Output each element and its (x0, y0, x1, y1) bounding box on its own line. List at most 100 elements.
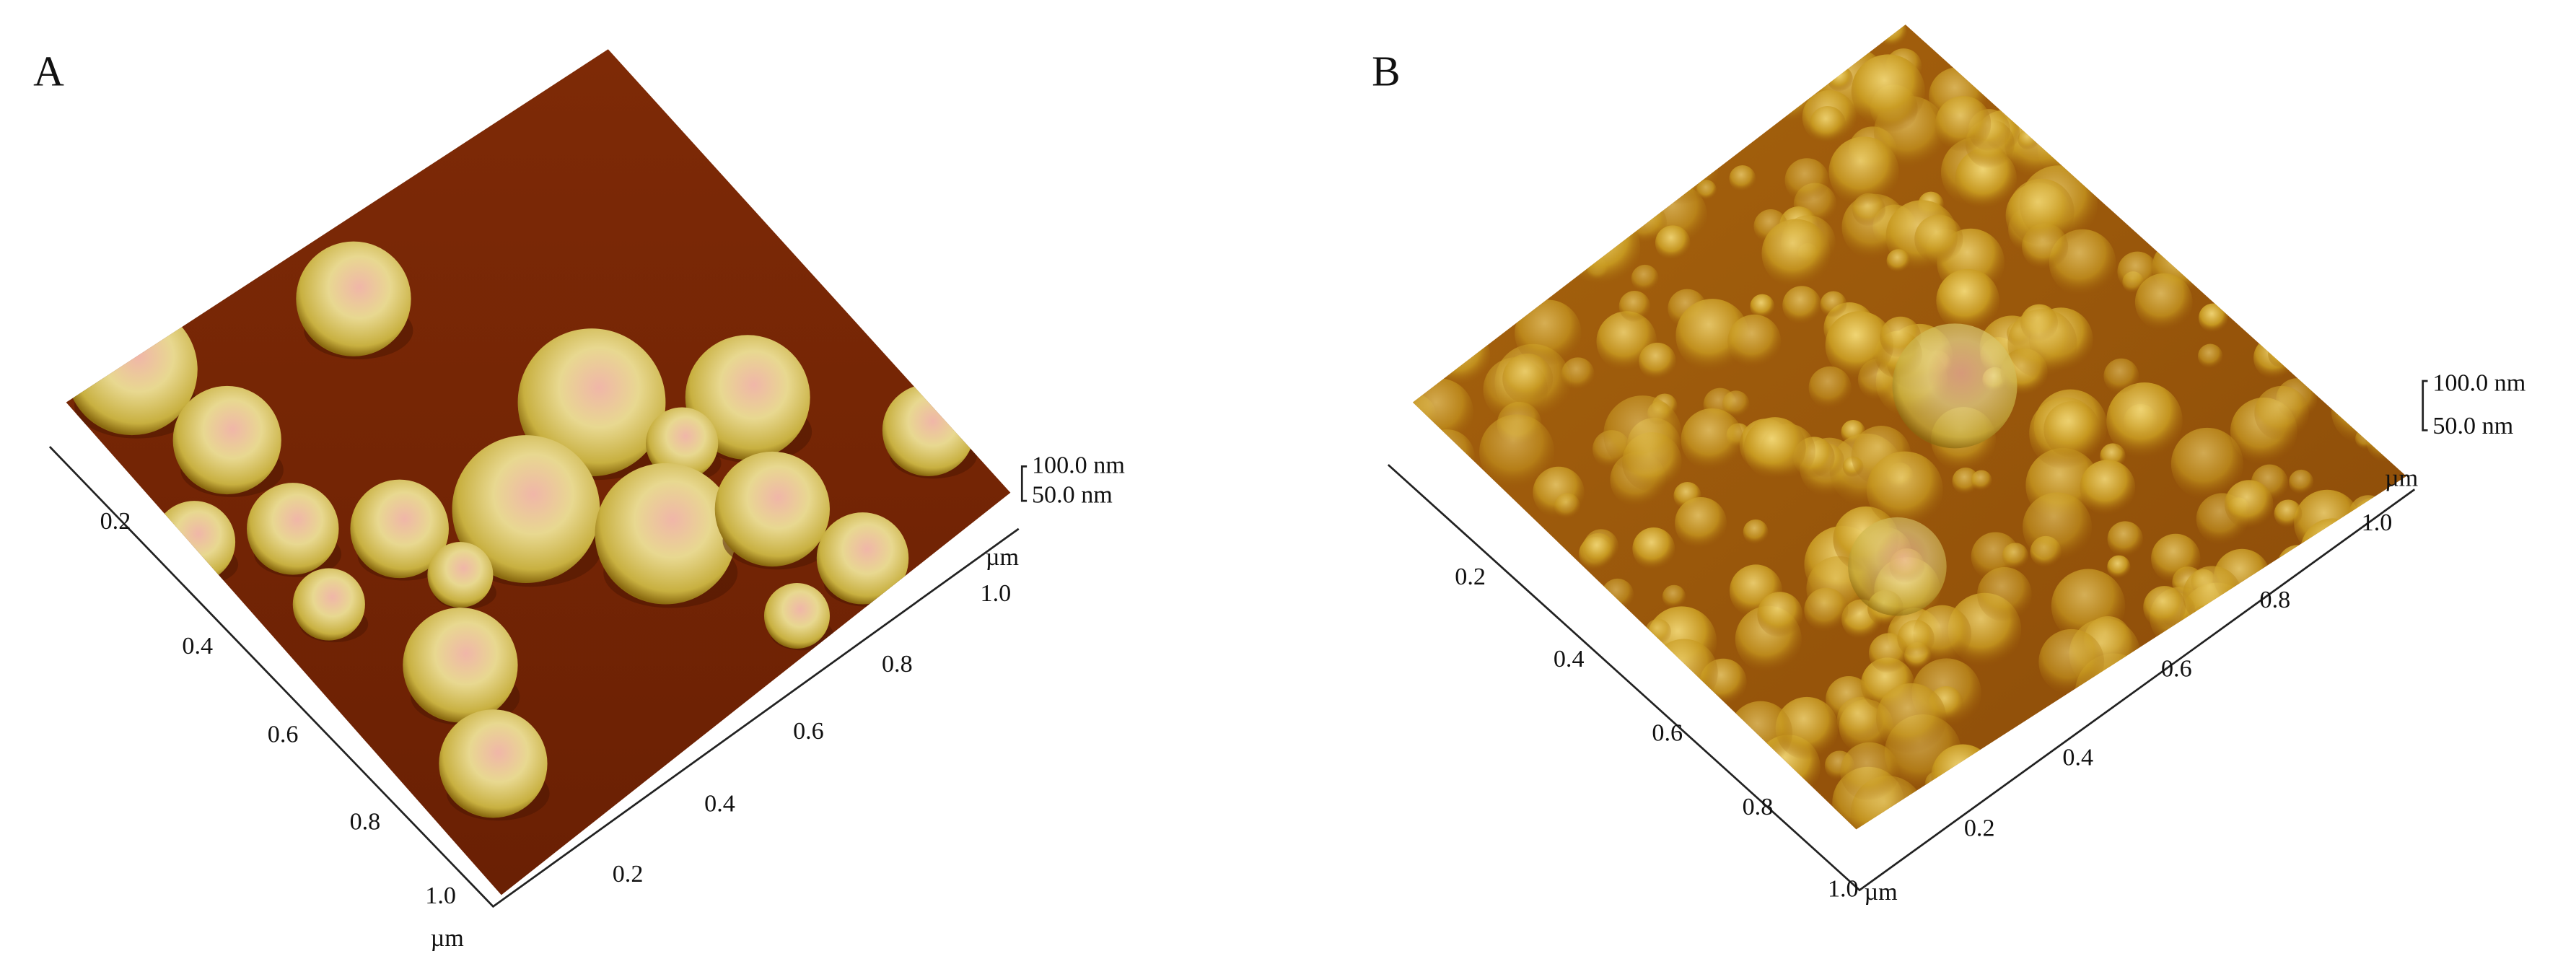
grain (2358, 727, 2392, 761)
grain (1914, 214, 1963, 263)
grain (1662, 584, 1686, 609)
grain (2254, 385, 2309, 441)
grain (1430, 326, 1491, 387)
grain (1506, 736, 1568, 798)
grain (1560, 128, 1626, 195)
grain (2366, 25, 2406, 84)
panel-label: A (33, 47, 64, 95)
grain (1851, 54, 1925, 128)
axes (48, 380, 2428, 908)
grain (1681, 408, 1743, 471)
grain (1583, 783, 1617, 817)
tick-label: 0.4 (704, 790, 735, 817)
grain (1569, 745, 1631, 807)
grain (2324, 259, 2386, 320)
grain (2143, 586, 2186, 629)
particle (153, 501, 236, 583)
grain (1469, 188, 1498, 218)
grain (1634, 771, 1669, 805)
z-tick-label: 50.0 nm (2432, 413, 2513, 439)
tick-label: 0.2 (100, 508, 131, 535)
grain (2366, 421, 2406, 463)
grain (2329, 347, 2406, 426)
tick-label: 0.2 (1964, 815, 1995, 841)
grain (1412, 784, 1445, 830)
grain (1512, 276, 1538, 302)
grain (1509, 252, 1555, 297)
grain (2383, 180, 2406, 224)
grain (1603, 395, 1682, 474)
grain (1618, 290, 1651, 323)
grain (2126, 139, 2155, 167)
grain (2344, 57, 2406, 126)
grain (2039, 768, 2065, 793)
grain (2192, 110, 2233, 152)
grain (2301, 685, 2366, 749)
grain (1456, 592, 1484, 620)
grain (1544, 25, 1614, 62)
peak (1892, 323, 2018, 449)
grain (2354, 289, 2406, 351)
particle (595, 463, 737, 605)
grain (2041, 61, 2091, 111)
grain (2112, 79, 2136, 103)
particle (646, 407, 719, 480)
grain (1445, 206, 1494, 256)
grain (2274, 115, 2302, 142)
grain (1572, 688, 1624, 739)
grain (1743, 417, 1806, 480)
grain (1601, 578, 1634, 611)
grain (2204, 784, 2269, 830)
grain (1722, 390, 1750, 419)
tick-label: 1.0 (425, 882, 456, 909)
grain (1936, 268, 1999, 333)
grain (1515, 299, 1582, 367)
grain (2304, 27, 2344, 68)
grain (2220, 639, 2243, 662)
grain (1728, 701, 1793, 766)
grain (1727, 314, 1782, 368)
grain (1547, 718, 1574, 745)
grain (1827, 66, 1853, 92)
grain (1750, 294, 1775, 319)
grain (2335, 630, 2406, 705)
grain (2170, 427, 2243, 500)
grain (2023, 492, 2093, 562)
grain (1952, 467, 1979, 495)
grain (2274, 499, 2303, 528)
grain (1618, 764, 1660, 806)
grain (2277, 545, 2318, 586)
grain (2007, 309, 2077, 379)
grain (2208, 597, 2259, 649)
tick-label: 1.0 (981, 580, 1012, 607)
grain (1658, 766, 1688, 796)
particle (296, 241, 411, 356)
particle (452, 435, 600, 583)
tick-label: 0.6 (793, 718, 824, 745)
grain (1416, 674, 1455, 713)
grain (1695, 41, 1756, 102)
grain (1761, 219, 1831, 288)
grain (1460, 294, 1494, 328)
grain (2323, 64, 2344, 87)
grain (2015, 92, 2041, 118)
grain (2348, 123, 2402, 178)
grain (1840, 742, 1899, 801)
grain (2049, 25, 2098, 51)
grain (1476, 650, 1517, 692)
grain (2062, 25, 2094, 43)
grain (1538, 130, 1611, 202)
z-bar-a (1020, 465, 1028, 502)
grain (1743, 519, 1769, 545)
particle (247, 483, 339, 575)
grain (1442, 479, 1515, 551)
grain (2320, 232, 2392, 305)
grain (2354, 255, 2406, 330)
grain (1650, 639, 1718, 707)
grain (2365, 241, 2392, 268)
grain (1757, 592, 1803, 638)
grain (1657, 29, 1724, 95)
grain (2007, 178, 2075, 245)
particle (439, 709, 548, 818)
